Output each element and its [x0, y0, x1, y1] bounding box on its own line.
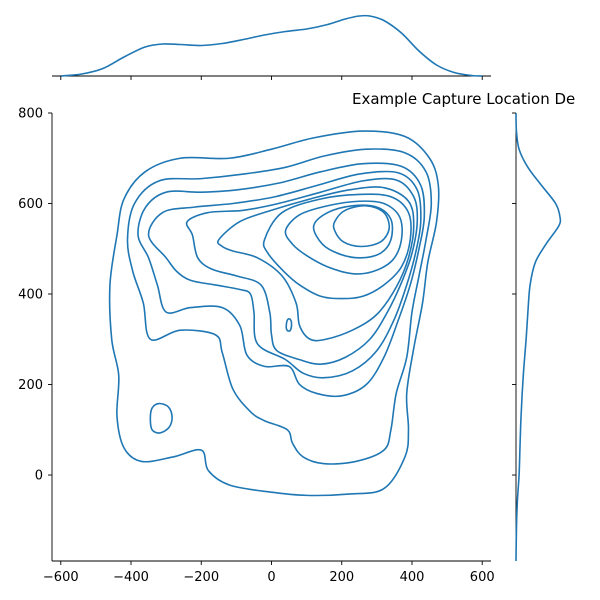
x-marginal-density-curve: [60, 14, 483, 77]
x-tick-label: −400: [113, 570, 149, 585]
kde-contour-level-10: [332, 204, 391, 248]
y-marginal-plot: [515, 112, 562, 562]
y-tick-label: 600: [18, 197, 43, 212]
tick-layer: −600 −400 −200 0 200 400 600 0 200 400 600 800: [18, 76, 516, 585]
kde-contour-level-2: [126, 148, 433, 465]
kde-contour-level-1: [108, 130, 440, 497]
y-tick-label: 400: [18, 288, 43, 303]
kde-contour-level-7: [262, 193, 412, 300]
x-tick-label: 400: [400, 570, 425, 585]
x-tick-label: −200: [183, 570, 219, 585]
x-marginal-plot: [52, 14, 491, 77]
x-tick-label: −600: [43, 570, 79, 585]
chart-title: Example Capture Location De: [352, 90, 575, 108]
y-tick-label: 800: [18, 107, 43, 122]
y-marginal-density-curve: [515, 112, 562, 562]
kde-contour-level-3: [137, 162, 426, 398]
kde-contour-level-5: [185, 177, 419, 365]
kde-contour-level-8: [284, 200, 403, 275]
kde-contour-level-9: [312, 204, 394, 259]
kde-contour-level-3: [149, 402, 173, 434]
x-tick-label: 600: [470, 570, 495, 585]
x-tick-label: 0: [267, 570, 275, 585]
kde-contour-level-4: [147, 170, 422, 379]
y-tick-label: 0: [35, 469, 43, 484]
kde-contour-layer: [108, 130, 440, 497]
kde-contour-level-6: [285, 317, 293, 332]
y-tick-label: 200: [18, 378, 43, 393]
x-tick-label: 200: [329, 570, 354, 585]
kde-contour-level-6: [217, 186, 415, 342]
